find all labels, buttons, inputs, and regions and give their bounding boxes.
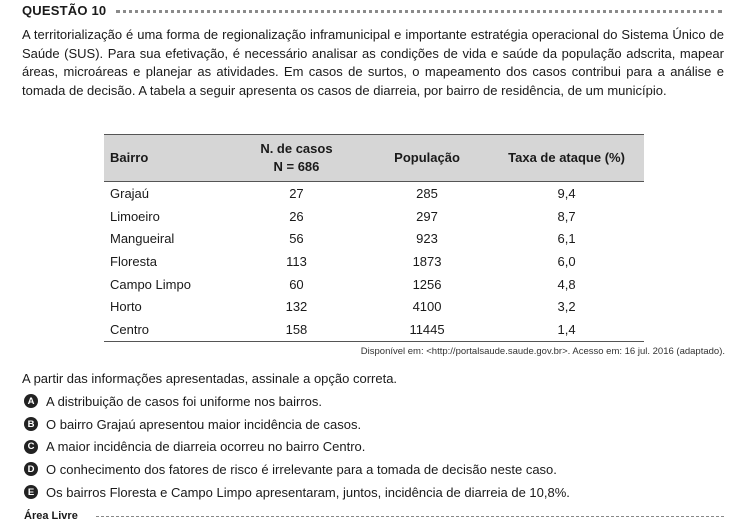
cell-bairro: Mangueiral bbox=[110, 231, 175, 247]
cell-taxa: 1,4 bbox=[489, 318, 644, 342]
cell-taxa: 6,0 bbox=[557, 253, 576, 269]
cell-populacao: 285 bbox=[416, 185, 438, 201]
free-area-dashed-rule bbox=[95, 515, 724, 517]
cell-taxa: 4,8 bbox=[557, 276, 576, 292]
option-d[interactable]: D O conhecimento dos fatores de risco é … bbox=[24, 458, 570, 481]
table-row: Limoeiro 26 297 8,7 bbox=[104, 205, 644, 228]
option-text: O conhecimento dos fatores de risco é ir… bbox=[46, 461, 557, 477]
option-a[interactable]: A A distribuição de casos foi uniforme n… bbox=[24, 390, 570, 413]
cell-populacao: 1256 bbox=[412, 276, 442, 292]
cell-casos: 60 bbox=[289, 276, 304, 292]
cell-casos: 132 bbox=[285, 299, 308, 315]
table-row: Grajaú 27 285 9,4 bbox=[104, 182, 644, 205]
header-casos-line2: N = 686 bbox=[273, 159, 320, 174]
cell-bairro: Limoeiro bbox=[110, 208, 160, 224]
cell-populacao: 297 bbox=[416, 208, 438, 224]
cell-casos: 27 bbox=[289, 185, 304, 201]
option-text: O bairro Grajaú apresentou maior incidên… bbox=[46, 416, 362, 432]
cell-bairro: Floresta bbox=[110, 253, 157, 269]
cell-bairro: Centro bbox=[104, 318, 228, 342]
header-dotted-rule bbox=[116, 9, 722, 13]
answer-options: A A distribuição de casos foi uniforme n… bbox=[24, 390, 570, 503]
question-title: QUESTÃO 10 bbox=[22, 2, 107, 18]
option-c[interactable]: C A maior incidência de diarreia ocorreu… bbox=[24, 435, 570, 458]
option-letter-badge: C bbox=[24, 439, 38, 454]
header-populacao: População bbox=[364, 134, 490, 182]
option-b[interactable]: B O bairro Grajaú apresentou maior incid… bbox=[24, 413, 570, 436]
cell-casos: 26 bbox=[289, 208, 304, 224]
cell-taxa: 9,4 bbox=[557, 185, 576, 201]
cell-casos: 56 bbox=[289, 231, 304, 247]
header-casos: N. de casos N = 686 bbox=[227, 134, 365, 182]
cell-taxa: 6,1 bbox=[557, 231, 576, 247]
cell-casos: 158 bbox=[227, 318, 365, 342]
cell-taxa: 3,2 bbox=[557, 299, 576, 315]
option-text: A maior incidência de diarreia ocorreu n… bbox=[46, 439, 366, 455]
cell-bairro: Horto bbox=[110, 299, 142, 315]
cell-populacao: 4100 bbox=[412, 299, 442, 315]
cell-populacao: 1873 bbox=[412, 253, 442, 269]
option-text: Os bairros Floresta e Campo Limpo aprese… bbox=[46, 484, 570, 500]
cell-populacao: 923 bbox=[416, 231, 438, 247]
data-table-container: Bairro N. de casos N = 686 População Tax… bbox=[104, 134, 644, 342]
table-row: Centro 158 11445 1,4 bbox=[104, 318, 644, 342]
question-prompt: A territorialização é uma forma de regio… bbox=[22, 27, 724, 98]
header-bairro: Bairro bbox=[104, 134, 228, 182]
table-row: Floresta 113 1873 6,0 bbox=[104, 250, 644, 273]
option-letter-badge: A bbox=[24, 394, 38, 409]
free-area-footer: Área Livre bbox=[24, 509, 724, 523]
option-e[interactable]: E Os bairros Floresta e Campo Limpo apre… bbox=[24, 481, 570, 504]
table-source-note: Disponível em: <http://portalsaude.saude… bbox=[360, 346, 725, 357]
cell-bairro: Campo Limpo bbox=[110, 276, 191, 292]
free-area-label: Área Livre bbox=[24, 510, 78, 522]
cell-taxa: 8,7 bbox=[557, 208, 576, 224]
table-row: Mangueiral 56 923 6,1 bbox=[104, 227, 644, 250]
diarrhea-cases-table: Bairro N. de casos N = 686 População Tax… bbox=[104, 134, 644, 342]
table-row: Campo Limpo 60 1256 4,8 bbox=[104, 273, 644, 296]
question-header: QUESTÃO 10 bbox=[22, 1, 722, 19]
option-letter-badge: B bbox=[24, 417, 38, 432]
option-text: A distribuição de casos foi uniforme nos… bbox=[46, 393, 323, 409]
question-instruction: A partir das informações apresentadas, a… bbox=[22, 371, 398, 386]
cell-populacao: 11445 bbox=[364, 318, 490, 342]
header-taxa: Taxa de ataque (%) bbox=[489, 134, 644, 182]
header-casos-line1: N. de casos bbox=[260, 141, 333, 156]
cell-casos: 113 bbox=[286, 253, 307, 269]
option-letter-badge: D bbox=[24, 462, 38, 477]
cell-bairro: Grajaú bbox=[110, 185, 150, 201]
table-row: Horto 132 4100 3,2 bbox=[104, 295, 644, 318]
option-letter-badge: E bbox=[24, 485, 38, 500]
table-header-row: Bairro N. de casos N = 686 População Tax… bbox=[104, 134, 644, 182]
